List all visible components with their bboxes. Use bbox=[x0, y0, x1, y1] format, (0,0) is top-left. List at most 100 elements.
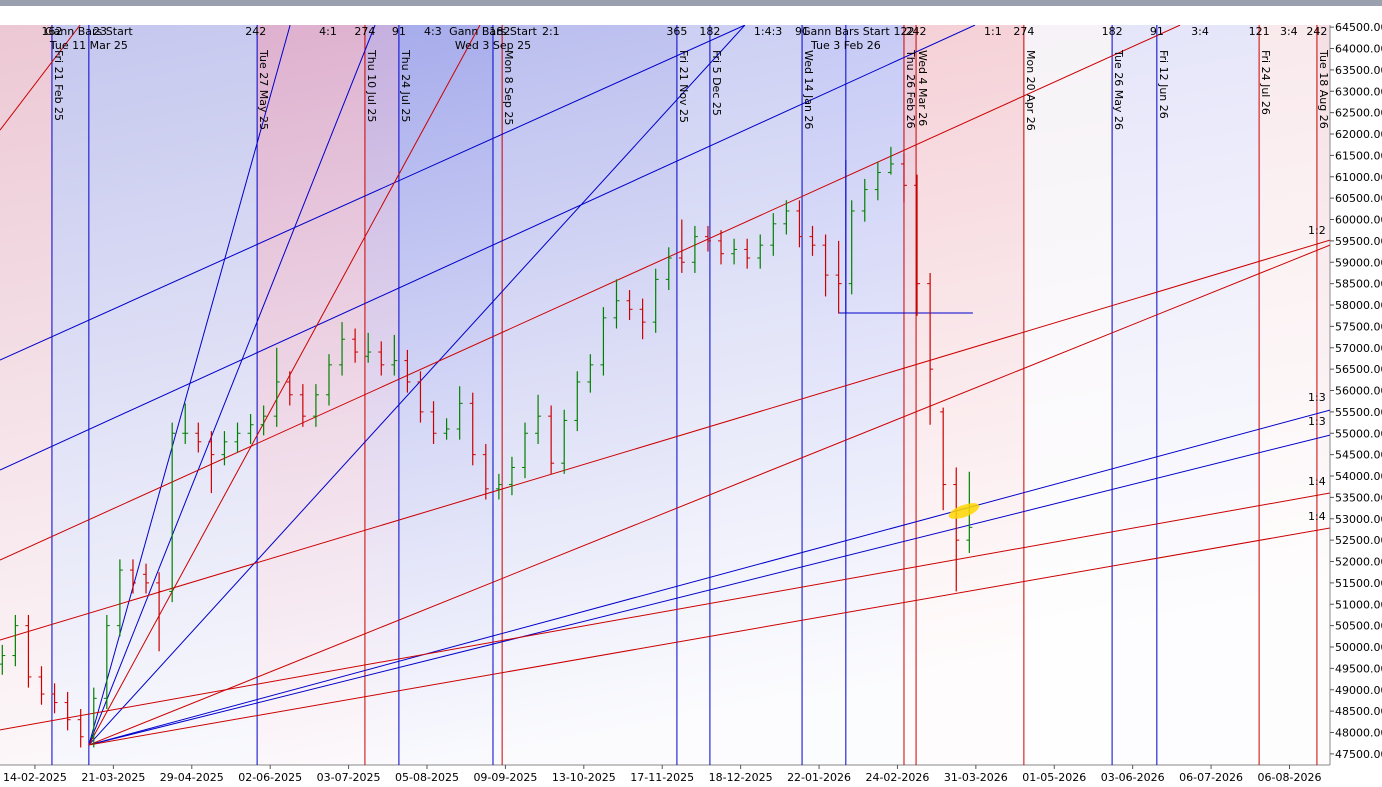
start-label: Gann Bars Start bbox=[802, 25, 890, 38]
top-label: 182 bbox=[699, 25, 720, 38]
y-tick-label: 58500.00 bbox=[1335, 278, 1382, 291]
background-bands bbox=[0, 25, 1330, 765]
top-label: 182 bbox=[489, 25, 510, 38]
x-tick-label: 31-03-2026 bbox=[944, 771, 1008, 784]
x-tick-label: 24-02-2026 bbox=[865, 771, 929, 784]
y-tick-label: 50000.00 bbox=[1335, 641, 1382, 654]
date-label: Fri 5 Dec 25 bbox=[710, 50, 723, 116]
y-tick-label: 63500.00 bbox=[1335, 64, 1382, 77]
gann-line bbox=[88, 25, 291, 746]
x-tick-label: 06-07-2026 bbox=[1179, 771, 1243, 784]
y-tick-label: 57500.00 bbox=[1335, 320, 1382, 333]
top-label: 274 bbox=[1013, 25, 1034, 38]
gann-line bbox=[0, 239, 1330, 641]
date-label: Thu 26 Feb 26 bbox=[904, 49, 917, 129]
y-tick-label: 59000.00 bbox=[1335, 256, 1382, 269]
top-bar bbox=[0, 0, 1382, 6]
top-label: 162 bbox=[41, 25, 62, 38]
top-label: 3:4 bbox=[1280, 25, 1298, 38]
y-tick-label: 55000.00 bbox=[1335, 427, 1382, 440]
fan-label: 1:4 bbox=[1308, 475, 1326, 488]
y-tick-label: 47500.00 bbox=[1335, 748, 1382, 761]
top-label: 1:4:3 bbox=[754, 25, 782, 38]
gann-line bbox=[0, 492, 1330, 731]
date-label: Thu 10 Jul 25 bbox=[365, 49, 378, 122]
date-label: Tue 26 May 26 bbox=[1112, 49, 1125, 130]
gann-line bbox=[88, 25, 746, 746]
gann-line bbox=[0, 25, 976, 471]
fan-label: 1:3 bbox=[1308, 391, 1326, 404]
gann-line bbox=[88, 527, 1330, 746]
y-tick-label: 59500.00 bbox=[1335, 235, 1382, 248]
date-label: Wed 14 Jan 26 bbox=[802, 50, 815, 129]
y-tick-label: 54500.00 bbox=[1335, 449, 1382, 462]
gann-line bbox=[88, 434, 1330, 746]
start-label: Gann Bars Start bbox=[449, 25, 537, 38]
x-tick-label: 17-11-2025 bbox=[630, 771, 694, 784]
y-tick-label: 48000.00 bbox=[1335, 727, 1382, 740]
top-label: 23 bbox=[93, 25, 107, 38]
top-label: 242 bbox=[906, 25, 927, 38]
y-tick-label: 49500.00 bbox=[1335, 662, 1382, 675]
top-label: 1:1 bbox=[984, 25, 1002, 38]
top-label: 91 bbox=[392, 25, 406, 38]
y-tick-label: 54000.00 bbox=[1335, 470, 1382, 483]
date-label: Tue 18 Aug 26 bbox=[1317, 49, 1330, 129]
y-tick-label: 51500.00 bbox=[1335, 577, 1382, 590]
y-tick-label: 50500.00 bbox=[1335, 620, 1382, 633]
start-date: Wed 3 Sep 25 bbox=[455, 39, 531, 52]
y-tick-label: 57000.00 bbox=[1335, 342, 1382, 355]
y-tick-label: 55500.00 bbox=[1335, 406, 1382, 419]
x-tick-label: 03-07-2025 bbox=[317, 771, 381, 784]
top-label: 242 bbox=[245, 25, 266, 38]
y-tick-label: 60000.00 bbox=[1335, 214, 1382, 227]
top-label: 4:3 bbox=[424, 25, 442, 38]
y-tick-label: 62000.00 bbox=[1335, 128, 1382, 141]
top-label: 122 bbox=[893, 25, 914, 38]
start-date: Tue 3 Feb 26 bbox=[810, 39, 881, 52]
top-label: 3:4 bbox=[1191, 25, 1209, 38]
y-tick-label: 52000.00 bbox=[1335, 556, 1382, 569]
date-label: Mon 8 Sep 25 bbox=[502, 50, 515, 125]
date-label: Fri 24 Jul 26 bbox=[1259, 50, 1272, 115]
date-label: Mon 20 Apr 26 bbox=[1024, 50, 1037, 131]
y-tick-label: 53000.00 bbox=[1335, 513, 1382, 526]
x-tick-label: 18-12-2025 bbox=[709, 771, 773, 784]
date-label: Fri 12 Jun 26 bbox=[1157, 50, 1170, 119]
x-tick-label: 21-03-2025 bbox=[81, 771, 145, 784]
top-label: 182 bbox=[1102, 25, 1123, 38]
y-tick-label: 61500.00 bbox=[1335, 149, 1382, 162]
top-label: 365 bbox=[666, 25, 687, 38]
x-tick-label: 02-06-2025 bbox=[238, 771, 302, 784]
x-tick-label: 05-08-2025 bbox=[395, 771, 459, 784]
fan-label: 1:4 bbox=[1308, 510, 1326, 523]
fan-label: 1:2 bbox=[1308, 224, 1326, 237]
date-label: Fri 21 Feb 25 bbox=[52, 50, 65, 121]
gann-line bbox=[0, 25, 746, 361]
gann-line bbox=[88, 244, 1330, 746]
x-tick-label: 29-04-2025 bbox=[160, 771, 224, 784]
y-tick-label: 56000.00 bbox=[1335, 385, 1382, 398]
gann-line bbox=[0, 25, 81, 131]
y-tick-label: 60500.00 bbox=[1335, 192, 1382, 205]
top-label: 121 bbox=[1249, 25, 1270, 38]
fan-label: 1:3 bbox=[1308, 415, 1326, 428]
top-label: 242 bbox=[1306, 25, 1327, 38]
top-label: 274 bbox=[354, 25, 375, 38]
y-tick-label: 49000.00 bbox=[1335, 684, 1382, 697]
gann-line bbox=[0, 25, 1181, 561]
y-tick-label: 62500.00 bbox=[1335, 107, 1382, 120]
x-tick-label: 22-01-2026 bbox=[787, 771, 851, 784]
x-tick-label: 13-10-2025 bbox=[552, 771, 616, 784]
top-label: 91 bbox=[1150, 25, 1164, 38]
overlay: 1:2 1:3 1:3 1:4 1:4 bbox=[1308, 224, 1326, 523]
y-tick-label: 63000.00 bbox=[1335, 85, 1382, 98]
y-tick-label: 52500.00 bbox=[1335, 534, 1382, 547]
start-date: Tue 11 Mar 25 bbox=[49, 39, 128, 52]
y-tick-label: 48500.00 bbox=[1335, 705, 1382, 718]
y-tick-label: 51000.00 bbox=[1335, 598, 1382, 611]
plot bbox=[0, 25, 1330, 765]
date-label: Fri 21 Nov 25 bbox=[677, 50, 690, 123]
